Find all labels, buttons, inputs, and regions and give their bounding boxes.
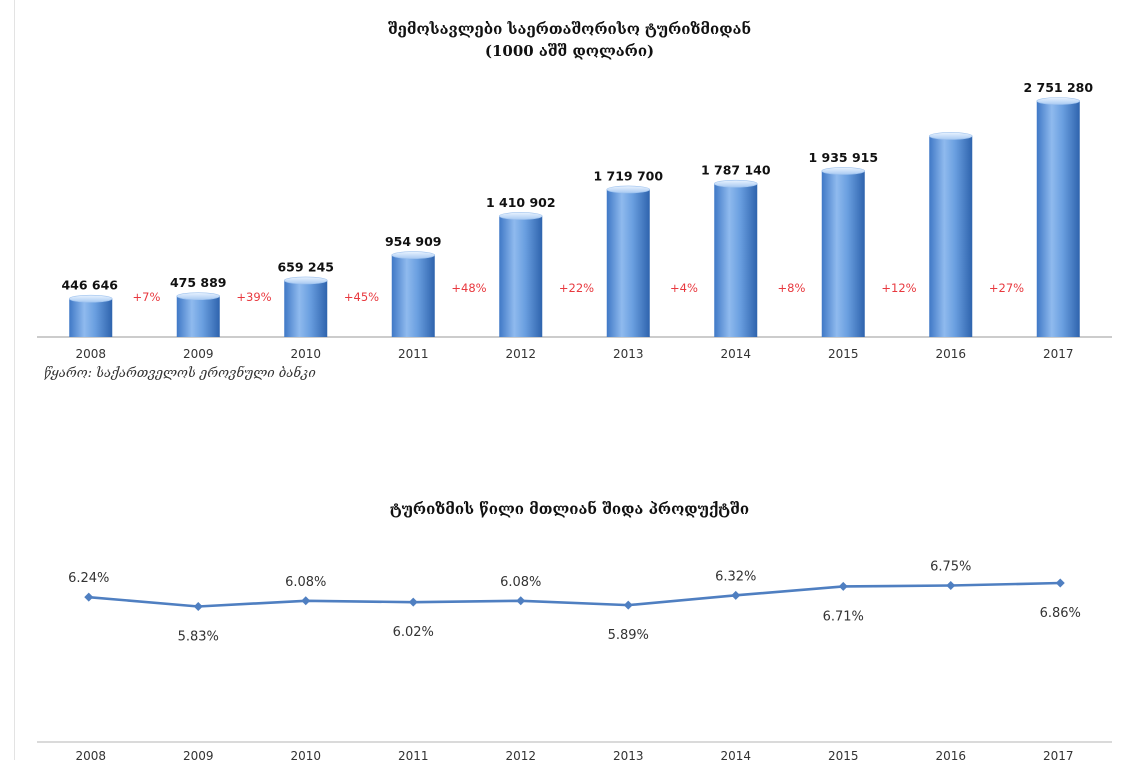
- bar-cap-2013: [606, 185, 651, 194]
- bar-chart-x-tick-2014: 2014: [720, 347, 751, 361]
- bar-chart-source: წყარო: საქართველოს ეროვნული ბანკი: [44, 366, 316, 381]
- bar-chart: 2008 446 646 2009 475 889 2010 659 245 2011 954…: [37, 80, 1112, 361]
- line-chart-x-tick-2013: 2013: [613, 749, 644, 760]
- bar-cap-2015: [821, 167, 866, 175]
- line-value-label-2014: 6.32%: [715, 569, 756, 584]
- bar-chart-x-tick-2017: 2017: [1043, 347, 1074, 361]
- line-series-tourism-gdp-share: [88, 581, 1061, 608]
- line-value-label-2012: 6.08%: [500, 575, 541, 590]
- line-value-label-2009: 5.83%: [178, 630, 219, 645]
- bar-value-label-2017: 2 751 280: [1023, 80, 1093, 95]
- bar-cap-2016: [928, 132, 973, 140]
- bar-chart-x-tick-2016: 2016: [935, 347, 966, 361]
- line-chart-x-tick-2012: 2012: [505, 749, 536, 760]
- line-chart: 6.24% 2008 5.83% 2009 6.08% 2010 6.02% 2011 6.08…: [37, 560, 1112, 760]
- line-point-2010: [301, 596, 311, 606]
- line-value-label-2016: 6.75%: [930, 560, 971, 575]
- bar-cap-2010: [283, 276, 328, 285]
- bar-chart-x-tick-2011: 2011: [398, 347, 429, 361]
- growth-label-2016: +12%: [881, 281, 916, 295]
- bar-value-label-2010: 659 245: [277, 259, 334, 274]
- line-point-2014: [731, 590, 741, 600]
- line-point-2016: [946, 581, 956, 591]
- growth-label-2017: +27%: [989, 281, 1024, 295]
- bar-cap-2008: [68, 294, 113, 303]
- growth-label-2010: +39%: [236, 290, 271, 304]
- line-chart-title-text: ტურიზმის წილი მთლიან შიდა პროდუქტში: [389, 500, 750, 518]
- bar-chart-x-tick-2013: 2013: [613, 347, 644, 361]
- bar-value-label-2008: 446 646: [61, 278, 118, 293]
- line-chart-x-tick-2016: 2016: [935, 749, 966, 760]
- bar-2017: [1036, 101, 1080, 337]
- bar-value-label-2011: 954 909: [385, 234, 442, 249]
- bar-chart-title-text: შემოსავლები საერთაშორისო ტურიზმიდან: [387, 20, 752, 38]
- bar-2009: [176, 296, 220, 337]
- bar-cap-2012: [498, 212, 543, 220]
- growth-label-2013: +22%: [559, 281, 594, 295]
- growth-label-2009: +7%: [133, 290, 161, 304]
- bar-chart-x-tick-2008: 2008: [75, 347, 106, 361]
- line-chart-x-tick-2014: 2014: [720, 749, 751, 760]
- bar-chart-subtitle: (1000 აშშ დოლარი): [484, 42, 655, 60]
- line-value-label-2015: 6.71%: [823, 609, 864, 624]
- growth-label-2014: +4%: [670, 281, 698, 295]
- bar-cap-2009: [176, 292, 221, 300]
- line-value-label-2017: 6.86%: [1040, 606, 1081, 621]
- line-value-label-2008: 6.24%: [68, 571, 109, 586]
- line-chart-x-tick-2011: 2011: [398, 749, 429, 760]
- bar-cap-2011: [391, 251, 436, 259]
- line-chart-title: ტურიზმის წილი მთლიან შიდა პროდუქტში: [0, 498, 1139, 520]
- line-point-2015: [838, 581, 848, 591]
- growth-label-2015: +8%: [778, 281, 806, 295]
- bar-chart-x-tick-2012: 2012: [505, 347, 536, 361]
- bar-2012: [499, 215, 543, 337]
- page-left-rule: [14, 0, 15, 760]
- growth-label-2011: +45%: [344, 290, 379, 304]
- bar-2015: [821, 170, 865, 337]
- line-point-2008: [84, 592, 94, 602]
- bar-2014: [714, 183, 758, 337]
- bar-value-label-2013: 1 719 700: [593, 168, 663, 183]
- bar-value-label-2014: 1 787 140: [701, 163, 771, 178]
- bar-chart-x-tick-2009: 2009: [183, 347, 214, 361]
- line-chart-x-tick-2015: 2015: [828, 749, 859, 760]
- bar-2016: [929, 135, 973, 337]
- line-value-label-2011: 6.02%: [393, 625, 434, 640]
- line-point-2011: [408, 597, 418, 607]
- bar-value-label-2012: 1 410 902: [486, 195, 556, 210]
- line-chart-x-tick-2009: 2009: [183, 749, 214, 760]
- bar-2008: [69, 298, 113, 337]
- growth-label-2012: +48%: [451, 281, 486, 295]
- line-chart-x-tick-2008: 2008: [75, 749, 106, 760]
- bar-chart-title: შემოსავლები საერთაშორისო ტურიზმიდან (100…: [0, 18, 1139, 62]
- bar-2013: [606, 189, 650, 337]
- bar-chart-x-tick-2010: 2010: [290, 347, 321, 361]
- bar-2011: [391, 255, 435, 337]
- line-value-label-2013: 5.89%: [608, 628, 649, 643]
- bar-cap-2017: [1036, 97, 1081, 105]
- line-point-2012: [516, 596, 526, 606]
- line-value-label-2010: 6.08%: [285, 575, 326, 590]
- line-point-2009: [193, 602, 203, 611]
- line-point-2013: [623, 600, 633, 610]
- bar-value-label-2009: 475 889: [170, 275, 227, 290]
- line-chart-x-tick-2010: 2010: [290, 749, 321, 760]
- line-chart-x-tick-2017: 2017: [1043, 749, 1074, 760]
- bar-cap-2014: [713, 179, 758, 188]
- bar-value-label-2015: 1 935 915: [808, 150, 878, 165]
- bar-2010: [284, 280, 328, 337]
- line-point-2017: [1055, 578, 1065, 588]
- bar-chart-x-tick-2015: 2015: [828, 347, 859, 361]
